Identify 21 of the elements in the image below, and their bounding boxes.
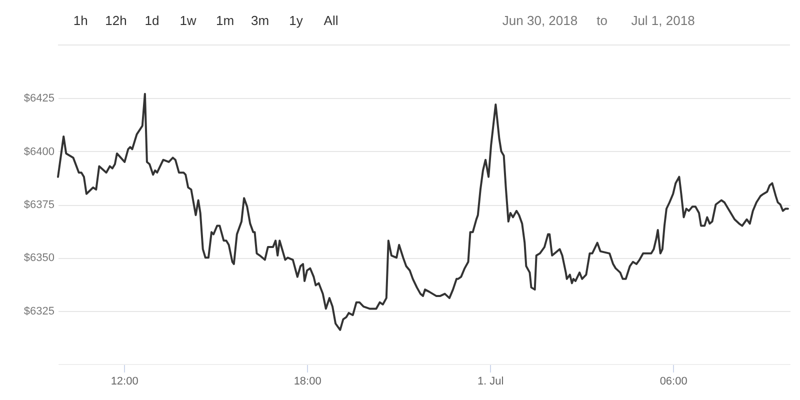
text: 1h xyxy=(73,13,88,28)
text: 12h xyxy=(105,13,127,28)
text: 1w xyxy=(180,13,197,28)
x-tick-label: 06:00 xyxy=(660,376,688,388)
x-tick-label: 12:00 xyxy=(110,376,138,388)
text: 3m xyxy=(250,13,270,28)
y-tick-label: $6375 xyxy=(24,199,54,211)
y-tick-label: $6425 xyxy=(24,92,54,105)
line-series xyxy=(57,92,789,331)
y-tick-label: $6325 xyxy=(24,305,54,318)
text: 1m xyxy=(216,13,234,28)
text: to xyxy=(596,13,608,28)
text: 1d xyxy=(144,13,160,28)
y-tick-label: $6400 xyxy=(24,146,54,158)
text: All xyxy=(324,13,338,28)
x-tick-label: 1. Jul xyxy=(477,376,504,388)
text: 1y xyxy=(289,13,304,28)
y-tick-label: $6350 xyxy=(24,252,54,264)
text: Jul 1, 2018 xyxy=(631,13,695,28)
text: Jun 30, 2018 xyxy=(502,13,578,28)
x-tick-label: 18:00 xyxy=(294,376,322,388)
